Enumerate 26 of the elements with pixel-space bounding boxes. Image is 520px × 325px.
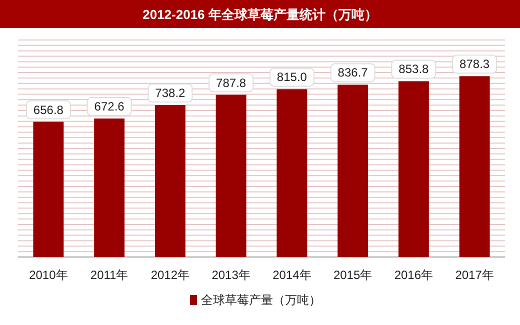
- bar: [94, 118, 125, 257]
- data-label: 738.2: [155, 86, 186, 100]
- bar: [154, 105, 186, 257]
- x-tick-label: 2010年: [29, 268, 68, 282]
- bar: [33, 122, 64, 257]
- data-label: 853.8: [398, 62, 430, 76]
- data-label: 787.8: [216, 76, 246, 90]
- data-label: 815.0: [276, 70, 308, 84]
- data-label: 656.8: [33, 102, 64, 117]
- bar: [276, 89, 308, 257]
- data-label: 878.3: [460, 57, 490, 72]
- data-label: 836.7: [338, 66, 368, 80]
- x-tick-label: 2011年: [90, 268, 128, 282]
- x-tick-label: 2013年: [212, 268, 250, 282]
- x-tick-label: 2015年: [333, 268, 372, 282]
- x-tick-label: 2012年: [150, 268, 190, 282]
- x-tick-label: 2017年: [455, 268, 494, 282]
- x-tick-label: 2014年: [272, 268, 312, 282]
- chart-title: 2012-2016 年全球草莓产量统计（万吨）: [142, 7, 378, 22]
- bar: [398, 81, 429, 257]
- legend-label: 全球草莓产量（万吨）: [201, 293, 321, 307]
- data-label: 672.6: [94, 100, 125, 114]
- bar: [338, 84, 368, 257]
- bar: [216, 94, 246, 257]
- bar: [459, 76, 490, 257]
- x-tick-label: 2016年: [394, 268, 434, 282]
